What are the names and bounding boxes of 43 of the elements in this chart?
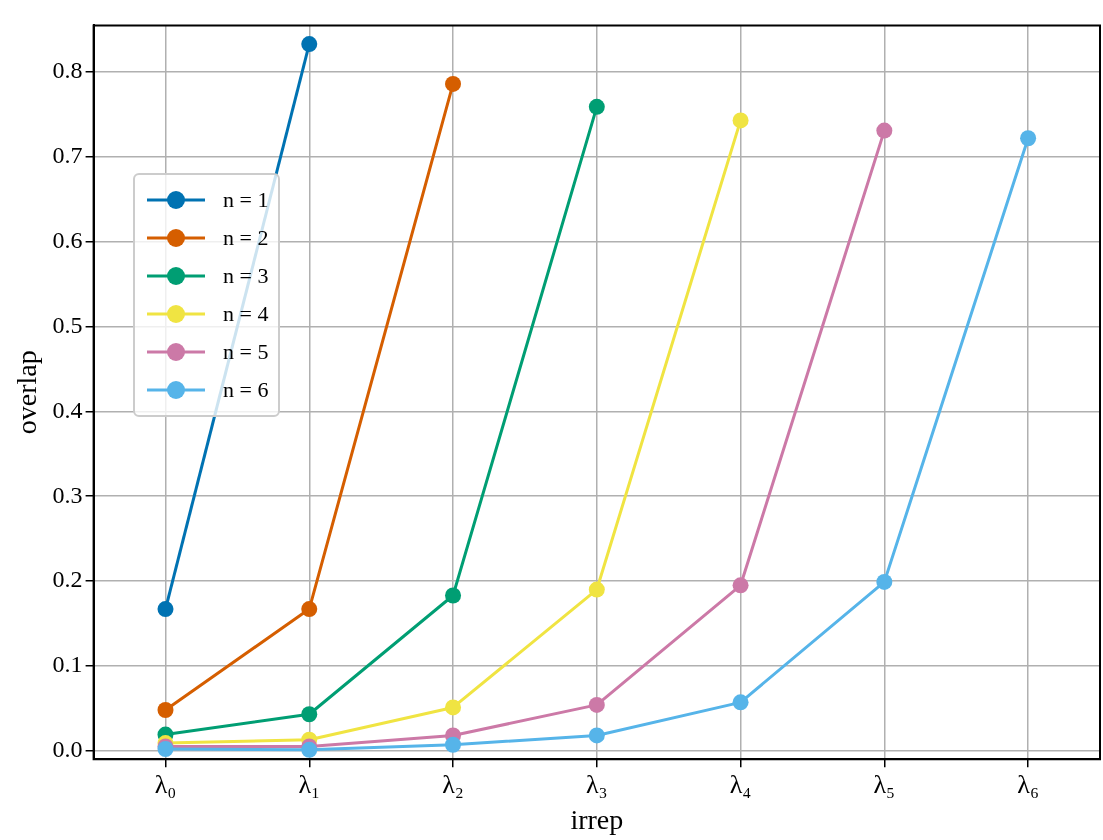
y-tick-label: 0.5: [52, 311, 83, 338]
y-tick-label: 0.7: [52, 142, 83, 169]
x-tick-label: λ₅: [873, 769, 896, 799]
x-tick-label: λ₆: [1017, 769, 1039, 799]
y-tick-label: 0.4: [52, 396, 83, 423]
legend-label: n = 5: [223, 339, 269, 365]
legend-label: n = 6: [223, 377, 269, 403]
point: [588, 727, 605, 744]
point: [445, 587, 462, 604]
point: [445, 699, 462, 716]
point: [732, 112, 749, 129]
point: [445, 75, 462, 92]
x-axis-title: irrep: [570, 803, 624, 835]
point: [1020, 130, 1037, 147]
point: [732, 694, 749, 711]
point: [588, 98, 605, 115]
point: [732, 577, 749, 594]
x-tick-label: λ₂: [442, 769, 464, 799]
point: [876, 573, 893, 590]
x-tick-label: λ₃: [585, 769, 608, 799]
x-tick-label: λ₄: [729, 769, 752, 799]
point: [157, 601, 174, 618]
legend-label: n = 4: [223, 301, 269, 327]
point: [157, 702, 174, 718]
point: [301, 706, 318, 723]
x-tick-label: λ₁: [298, 769, 321, 799]
y-tick-label: 0.1: [52, 651, 83, 678]
y-tick-label: 0.3: [52, 481, 83, 508]
point: [301, 36, 318, 53]
point: [588, 581, 605, 598]
x-tick-label: λ₀: [154, 769, 177, 799]
point: [588, 696, 605, 713]
point: [445, 736, 462, 753]
legend-label: n = 2: [223, 225, 269, 251]
y-axis-title: overlap: [11, 350, 43, 435]
y-tick-label: 0.6: [52, 227, 83, 254]
y-tick-label: 0.0: [52, 736, 83, 763]
point: [876, 122, 893, 139]
y-tick-label: 0.2: [52, 566, 83, 593]
legend-label: n = 3: [223, 263, 269, 289]
point: [301, 601, 318, 618]
y-tick-label: 0.8: [52, 57, 83, 84]
legend-label: n = 1: [223, 187, 269, 213]
